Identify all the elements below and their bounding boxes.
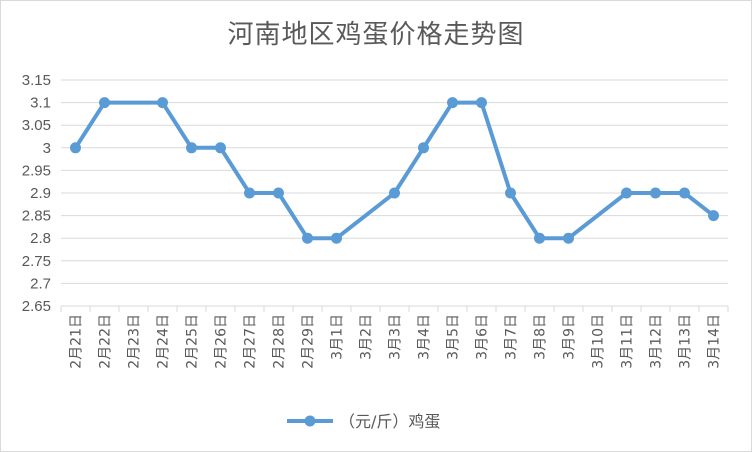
data-point	[418, 142, 429, 154]
x-tick-label: 3月1日	[330, 314, 346, 360]
data-point	[99, 97, 110, 109]
data-point	[679, 187, 690, 199]
y-tick-label: 2.8	[30, 230, 51, 247]
x-tick-label: 3月2日	[359, 314, 375, 360]
y-tick-label: 3.15	[22, 72, 51, 89]
x-tick-label: 2月26日	[214, 314, 230, 369]
y-tick-label: 3.05	[22, 117, 51, 134]
data-point	[621, 187, 632, 199]
data-point	[302, 232, 313, 244]
y-tick-label: 2.85	[22, 208, 51, 225]
x-tick-label: 2月23日	[127, 314, 143, 369]
data-point	[534, 232, 545, 244]
data-point	[215, 142, 226, 154]
series-layer	[70, 97, 719, 244]
legend: （元/斤）鸡蛋	[287, 412, 440, 431]
x-tick-label: 3月10日	[591, 314, 607, 369]
data-point	[70, 142, 81, 154]
x-tick-label: 2月25日	[185, 314, 201, 369]
data-point	[563, 232, 574, 244]
data-point	[505, 187, 516, 199]
x-tick-label: 2月27日	[243, 314, 259, 369]
y-tick-label: 2.7	[30, 275, 51, 292]
x-tick-label: 2月29日	[301, 314, 317, 369]
data-point	[476, 97, 487, 109]
data-point	[244, 187, 255, 199]
x-tick-label: 3月4日	[417, 314, 433, 360]
y-tick-label: 2.75	[22, 253, 51, 270]
y-tick-label: 2.65	[22, 298, 51, 315]
y-axis: 2.65 2.7 2.75 2.8 2.85 2.9 2.95 3 3.05 3.1 3.15	[22, 72, 51, 315]
x-tick-label: 3月7日	[504, 314, 520, 360]
legend-label: （元/斤）鸡蛋	[339, 412, 440, 431]
data-point	[331, 232, 342, 244]
x-tick-label: 2月22日	[98, 314, 114, 369]
x-tick-label: 3月8日	[533, 314, 549, 360]
x-tick-label: 2月28日	[272, 314, 288, 369]
y-tick-label: 2.9	[30, 185, 51, 202]
x-tick-label: 3月13日	[678, 314, 694, 369]
data-point	[186, 142, 197, 154]
data-point	[273, 187, 284, 199]
data-point	[157, 97, 168, 109]
x-tick-label: 3月9日	[562, 314, 578, 360]
x-tick-label: 3月14日	[707, 314, 723, 369]
y-tick-label: 2.95	[22, 162, 51, 179]
x-tick-label: 3月5日	[446, 314, 462, 360]
x-tick-label: 3月6日	[475, 314, 491, 360]
x-tick-label: 3月12日	[649, 314, 665, 369]
data-point	[447, 97, 458, 109]
data-point	[650, 187, 661, 199]
y-tick-label: 3	[43, 140, 51, 157]
data-point	[708, 210, 719, 222]
chart-title: 河南地区鸡蛋价格走势图	[227, 20, 525, 50]
x-tick-label: 3月3日	[388, 314, 404, 360]
y-tick-label: 3.1	[30, 95, 51, 112]
legend-marker	[304, 415, 316, 427]
data-point	[389, 187, 400, 199]
x-tick-label: 2月21日	[69, 314, 85, 369]
x-axis: 2月21日 2月22日 2月23日 2月24日 2月25日 2月26日 2月27日 2月28日…	[60, 305, 729, 369]
x-tick-label: 3月11日	[620, 314, 636, 369]
x-tick-label: 2月24日	[156, 314, 172, 369]
